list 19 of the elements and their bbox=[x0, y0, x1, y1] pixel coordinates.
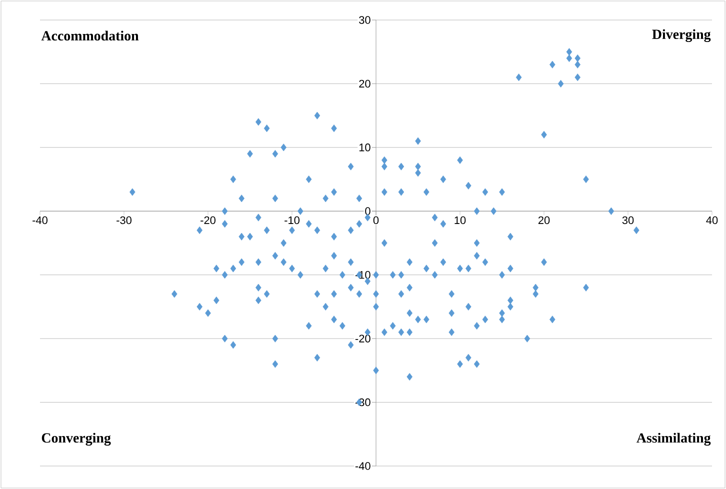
x-tick-label: 0 bbox=[373, 216, 379, 224]
annotation: Diverging bbox=[652, 29, 711, 42]
annotation: Assimilating bbox=[636, 432, 711, 446]
x-tick-label: -10 bbox=[284, 216, 300, 224]
x-tick-label: -30 bbox=[116, 216, 132, 224]
x-tick-label: -20 bbox=[200, 216, 216, 224]
x-tick-label: -40 bbox=[32, 216, 48, 224]
y-tick-label: 20 bbox=[359, 80, 370, 88]
y-tick-label: -40 bbox=[355, 462, 370, 470]
x-tick-label: 30 bbox=[622, 216, 634, 224]
x-tick-label: 20 bbox=[538, 216, 550, 224]
y-tick-label: -20 bbox=[355, 334, 370, 342]
x-tick-label: 40 bbox=[706, 216, 718, 224]
x-tick-label: 10 bbox=[454, 216, 466, 224]
annotation: Accommodation bbox=[41, 30, 139, 41]
y-tick-label: 0 bbox=[365, 207, 370, 216]
y-tick-label: 10 bbox=[359, 144, 370, 152]
y-tick-label: 30 bbox=[359, 16, 370, 24]
annotation: Converging bbox=[42, 432, 111, 446]
